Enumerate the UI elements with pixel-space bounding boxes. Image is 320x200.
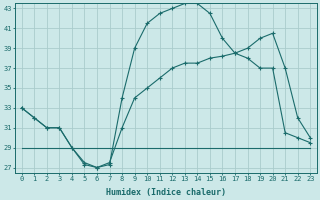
X-axis label: Humidex (Indice chaleur): Humidex (Indice chaleur) xyxy=(106,188,226,197)
